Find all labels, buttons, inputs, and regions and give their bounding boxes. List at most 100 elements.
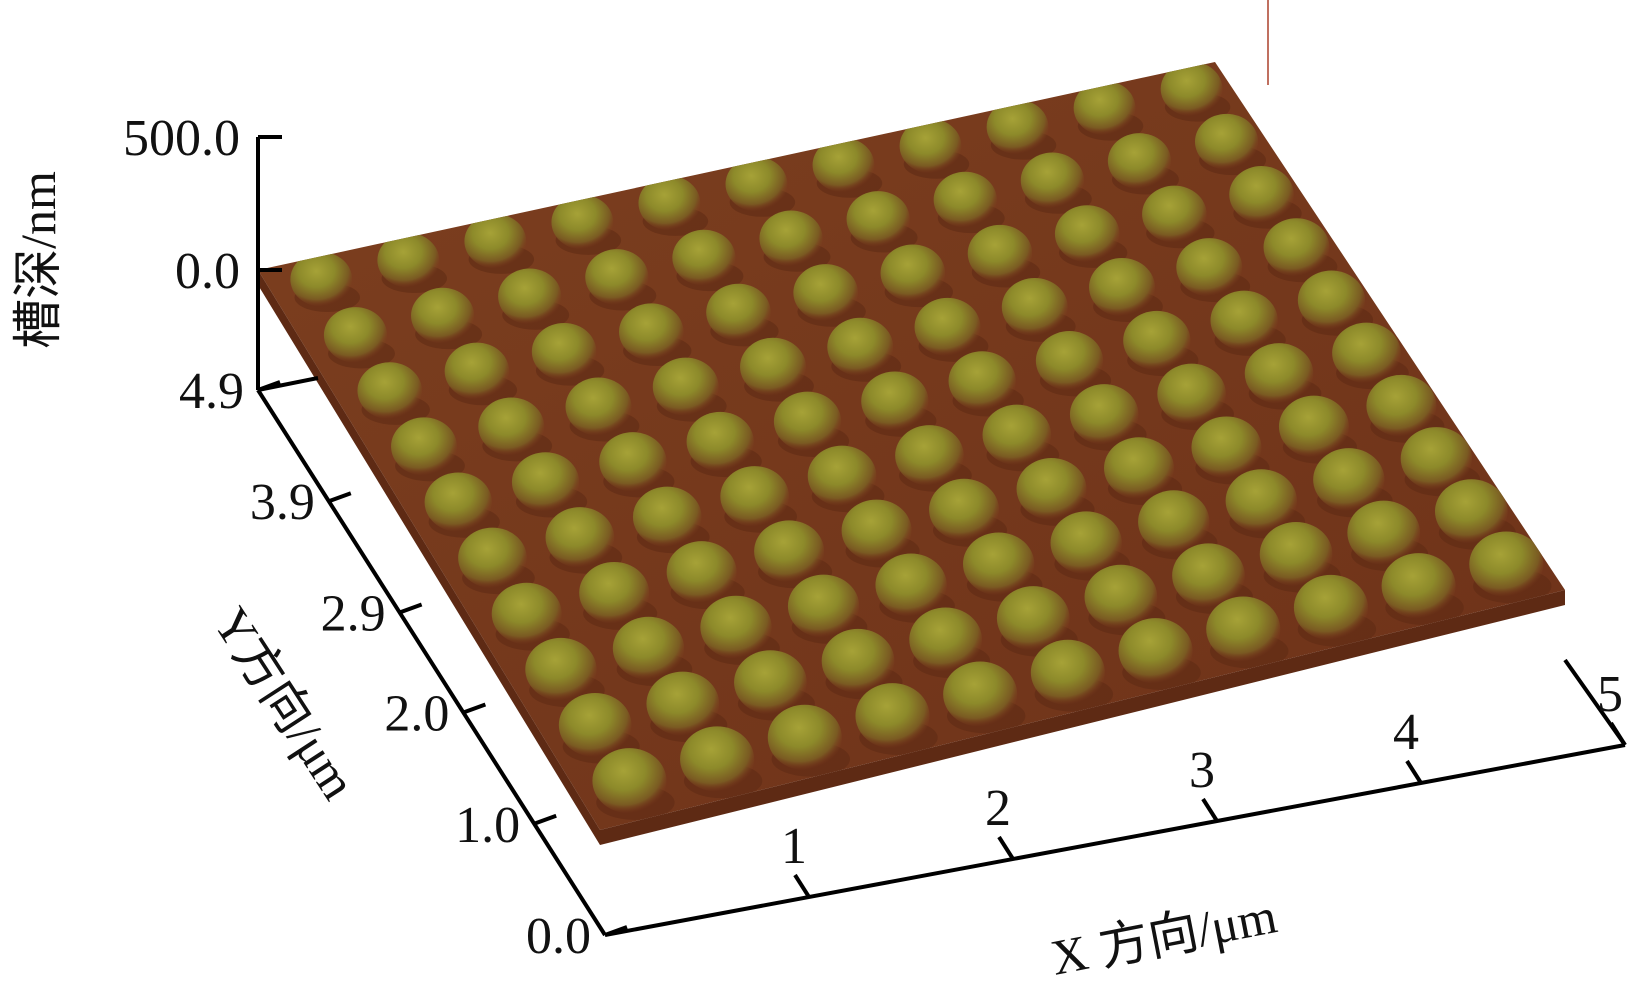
surface-bump — [411, 287, 483, 350]
y-tick-label: 0.0 — [526, 908, 591, 965]
surface-front-edge — [258, 270, 600, 845]
bump-dome — [1050, 511, 1122, 575]
bump-dome — [551, 194, 614, 250]
bump-dome — [1118, 618, 1193, 684]
bump-dome — [531, 323, 597, 380]
bump-dome — [812, 137, 875, 193]
bump-dome — [464, 213, 527, 269]
surface-bump — [734, 650, 815, 721]
bump-dome — [827, 317, 894, 376]
bump-dome — [391, 417, 457, 476]
surface-bump — [943, 661, 1026, 734]
x-tick — [1609, 721, 1627, 747]
bump-dome — [1089, 258, 1155, 317]
surface-bump — [1313, 448, 1393, 518]
bump-dome — [511, 452, 580, 512]
surface-bump — [1381, 553, 1464, 626]
bump-dome — [1172, 543, 1245, 608]
bump-dome — [1157, 363, 1226, 425]
bump-dome — [638, 175, 701, 231]
surface-right-edge — [600, 590, 1565, 845]
surface-bump — [391, 417, 465, 482]
surface-bump — [357, 362, 430, 425]
surface-bump — [1206, 596, 1289, 669]
z-tick-label-500: 500.0 — [123, 110, 240, 167]
y-tick — [398, 602, 423, 615]
bump-dome — [1176, 238, 1243, 297]
surface-bump — [444, 342, 518, 406]
bump-dome — [323, 307, 388, 363]
bump-dome — [498, 268, 562, 325]
bump-dome — [491, 582, 562, 645]
bump-dome — [914, 297, 981, 357]
bump-dome — [821, 628, 895, 694]
surface-bump — [1054, 205, 1128, 268]
surface-bump — [531, 323, 605, 386]
x-tick-label: 4 — [1393, 704, 1419, 761]
bump-dome — [1229, 166, 1294, 223]
surface-bump — [1194, 113, 1266, 176]
surface-bump — [1118, 618, 1201, 691]
bump-dome — [1259, 522, 1333, 587]
bump-dome — [411, 287, 475, 344]
bump-dome — [1073, 80, 1136, 136]
surface-bump — [464, 213, 535, 274]
bump-dome — [424, 472, 492, 532]
bump-dome — [1016, 458, 1087, 520]
surface-bump — [706, 283, 779, 347]
surface-bump — [680, 726, 763, 799]
bump-dome — [1194, 113, 1259, 170]
bump-dome — [1138, 490, 1210, 554]
surface-bump — [551, 194, 622, 255]
bump-dome — [1210, 290, 1278, 350]
y-axis-line — [256, 388, 607, 937]
bump-dome — [767, 704, 842, 771]
z-tick-label-0: 0.0 — [175, 243, 240, 300]
bump-dome — [444, 342, 510, 400]
bump-dome — [706, 283, 771, 341]
bump-dome — [1030, 639, 1105, 706]
surface-bump — [967, 224, 1041, 288]
bump-dome — [1332, 322, 1401, 384]
y-tick-label: 2.0 — [384, 686, 449, 743]
bump-dome — [967, 224, 1033, 282]
bump-dome — [619, 303, 684, 361]
bump-dome — [740, 337, 806, 396]
bump-dome — [1366, 374, 1437, 437]
x-tick-label: 2 — [985, 780, 1011, 837]
bump-dome — [793, 264, 858, 322]
surface-bump — [592, 748, 675, 820]
x-tick-label: 1 — [781, 818, 807, 875]
bump-dome — [895, 425, 964, 486]
surface-bump — [1020, 152, 1092, 214]
bump-dome — [909, 607, 982, 672]
surface-bump — [1297, 270, 1374, 336]
z-axis: 500.0 0.0 槽深/nm — [10, 110, 282, 390]
bump-dome — [880, 244, 946, 302]
bump-dome — [585, 249, 649, 305]
surface-bump — [933, 171, 1005, 234]
bump-dome — [875, 553, 947, 617]
surface-bump — [759, 210, 831, 272]
bump-dome — [929, 478, 1000, 541]
bump-dome — [599, 432, 667, 492]
y-ticks: 4.93.92.9 2.01.00.0 — [179, 363, 628, 965]
bump-dome — [1107, 133, 1172, 189]
surface-bump — [377, 232, 448, 293]
bump-dome — [458, 527, 527, 589]
surface-bump — [880, 244, 953, 308]
bump-dome — [1225, 469, 1297, 533]
bump-dome — [290, 252, 353, 307]
bump-dome — [846, 191, 910, 247]
bump-dome — [773, 391, 842, 452]
y-tick-label: 3.9 — [250, 474, 315, 531]
surface-bump — [1016, 458, 1095, 526]
bump-dome — [986, 99, 1049, 155]
bump-dome — [1293, 574, 1368, 641]
surface-bump — [1123, 310, 1199, 377]
bump-dome — [1035, 331, 1104, 391]
bump-dome — [933, 171, 997, 228]
bump-dome — [841, 499, 912, 562]
bump-dome — [646, 671, 720, 736]
